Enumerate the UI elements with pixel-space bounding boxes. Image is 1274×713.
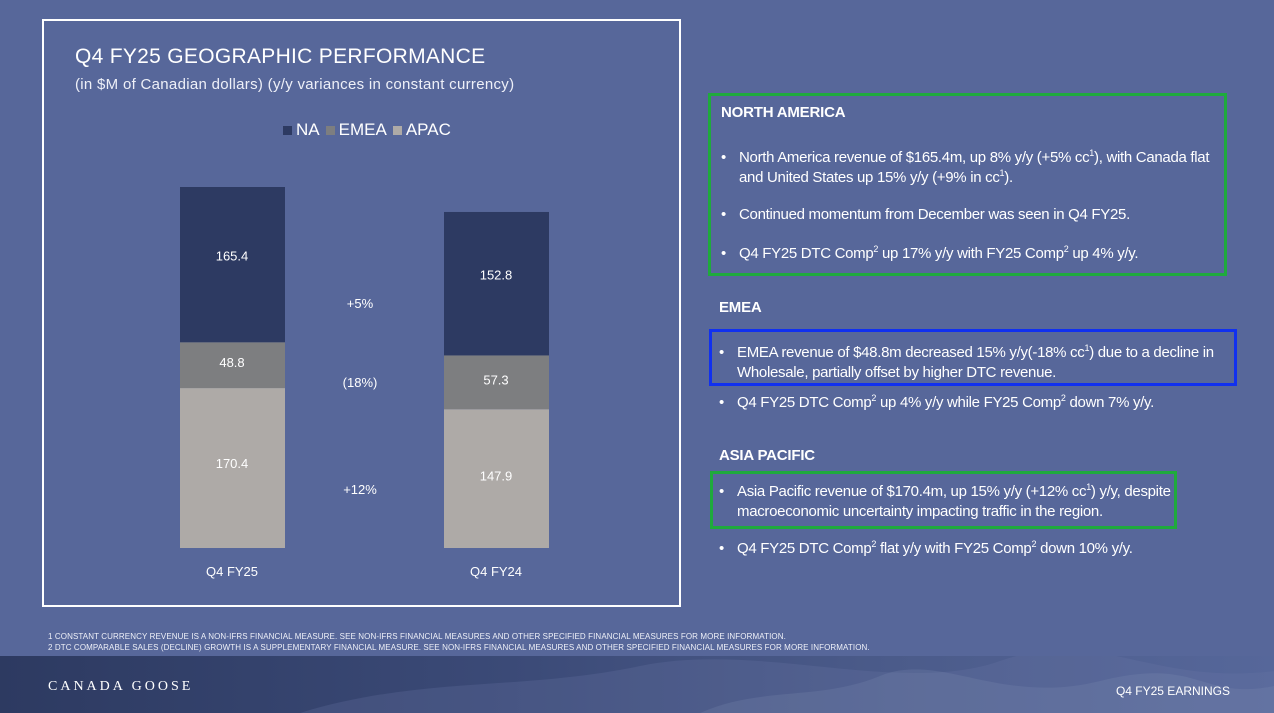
asia-pacific-bullet-1: Asia Pacific revenue of $170.4m, up 15% … <box>719 482 1174 522</box>
bar-emea-1 <box>444 355 549 410</box>
legend-label-emea: EMEA <box>338 120 387 139</box>
legend-label-na: NA <box>296 120 320 139</box>
legend-item-na: NA <box>283 120 320 140</box>
footnote-ref: 1 <box>1086 482 1091 492</box>
footnote-ref: 2 <box>1031 539 1037 549</box>
data-label-emea-1: 57.3 <box>483 372 508 387</box>
north-america-bullet-3: Q4 FY25 DTC Comp2 up 17% y/y with FY25 C… <box>721 244 1226 264</box>
data-label-emea-0: 48.8 <box>219 355 244 370</box>
bullet-text: up 4% y/y while FY25 Comp <box>876 394 1061 411</box>
bar-na-0 <box>180 187 285 343</box>
stacked-bar-chart: 170.4 48.8 165.4 Q4 FY25 147.9 57.3 152.8 Q4 FY… <box>180 187 549 579</box>
north-america-heading: NORTH AMERICA <box>721 104 846 121</box>
bullet-text: Q4 FY25 DTC Comp <box>737 394 872 411</box>
data-label-na-0: 165.4 <box>216 249 249 264</box>
variance-label-apac: +12% <box>343 482 377 497</box>
footnote-ref: 1 <box>1084 343 1090 353</box>
footer-texture <box>300 656 1274 713</box>
bullet-text: Continued momentum from December was see… <box>739 206 1130 223</box>
x-tick-label-0: Q4 FY25 <box>206 564 258 579</box>
brand-logo-text: CANADA GOOSE <box>48 679 194 694</box>
legend-swatch-apac <box>392 125 402 135</box>
bullet-text: EMEA revenue of $48.8m decreased 15% y/y… <box>737 344 1085 361</box>
x-tick-label-1: Q4 FY24 <box>470 564 522 579</box>
data-label-apac-1: 147.9 <box>480 469 513 484</box>
earnings-tag: Q4 FY25 EARNINGS <box>1115 684 1230 698</box>
legend-swatch-emea <box>325 125 335 135</box>
asia-pacific-heading: ASIA PACIFIC <box>719 447 815 464</box>
bullet-text: ) y/y, despite macroeconomic uncertainty… <box>737 483 1171 520</box>
legend-item-apac: APAC <box>392 120 451 140</box>
legend-swatch-na <box>283 125 292 135</box>
variance-label-na: +5% <box>347 296 374 311</box>
footnotes: 1 CONSTANT CURRENCY REVENUE IS A NON-IFR… <box>48 631 870 653</box>
north-america-bullet-1: North America revenue of $165.4m, up 8% … <box>721 148 1226 188</box>
footnote-ref: 2 <box>871 393 877 403</box>
bullet-text: Q4 FY25 DTC Comp <box>737 540 872 557</box>
bullet-text: down 10% y/y. <box>1036 540 1133 557</box>
emea-highlight-box <box>709 329 1237 386</box>
footnote-ref: 2 <box>1063 244 1069 254</box>
bullet-text: Asia Pacific revenue of $170.4m, up 15% … <box>737 483 1087 500</box>
footnote-2: 2 DTC COMPARABLE SALES (DECLINE) GROWTH … <box>48 643 870 652</box>
north-america-bullet-2: Continued momentum from December was see… <box>721 205 1226 225</box>
footer-bar: CANADA GOOSE Q4 FY25 EARNINGS <box>0 656 1274 713</box>
emea-bullet-1: EMEA revenue of $48.8m decreased 15% y/y… <box>719 343 1234 383</box>
emea-bullet-2: Q4 FY25 DTC Comp2 up 4% y/y while FY25 C… <box>719 393 1234 413</box>
chart-legend: NA EMEA APAC <box>283 120 457 140</box>
bullet-text: ). <box>1004 169 1013 186</box>
bullet-text: Q4 FY25 DTC Comp <box>739 245 874 262</box>
asia-pacific-bullet-2: Q4 FY25 DTC Comp2 flat y/y with FY25 Com… <box>719 539 1234 559</box>
bullet-text: ), with Canada flat and United States up… <box>739 149 1210 186</box>
bullet-text: down 7% y/y. <box>1065 394 1155 411</box>
bar-emea-0 <box>180 342 285 389</box>
footnote-ref: 1 <box>999 168 1005 178</box>
bullet-text: up 17% y/y with FY25 Comp <box>878 245 1064 262</box>
footnote-1: 1 CONSTANT CURRENCY REVENUE IS A NON-IFR… <box>48 632 786 641</box>
page-title: Q4 FY25 GEOGRAPHIC PERFORMANCE <box>75 45 486 68</box>
footnote-ref: 1 <box>1089 148 1095 158</box>
bar-apac-0 <box>180 388 285 548</box>
asia-pacific-highlight-box <box>710 471 1177 529</box>
footnote-ref: 2 <box>1060 393 1066 403</box>
footnote-ref: 2 <box>873 244 879 254</box>
legend-label-apac: APAC <box>405 120 451 139</box>
emea-heading: EMEA <box>719 299 762 316</box>
legend-item-emea: EMEA <box>325 120 387 140</box>
chart-subtitle: (in $M of Canadian dollars) (y/y varianc… <box>75 76 515 93</box>
bullet-text: ) due to a decline in Wholesale, partial… <box>737 344 1214 381</box>
footnote-ref: 2 <box>871 539 877 549</box>
data-label-na-1: 152.8 <box>480 268 513 283</box>
bar-na-1 <box>444 211 549 356</box>
bar-apac-1 <box>444 409 549 548</box>
bullet-text: flat y/y with FY25 Comp <box>876 540 1032 557</box>
variance-label-emea: (18%) <box>343 375 378 390</box>
bullet-text: up 4% y/y. <box>1068 245 1139 262</box>
data-label-apac-0: 170.4 <box>216 456 249 471</box>
chart-panel: Q4 FY25 GEOGRAPHIC PERFORMANCE (in $M of… <box>42 19 681 607</box>
bullet-text: North America revenue of $165.4m, up 8% … <box>739 149 1090 166</box>
